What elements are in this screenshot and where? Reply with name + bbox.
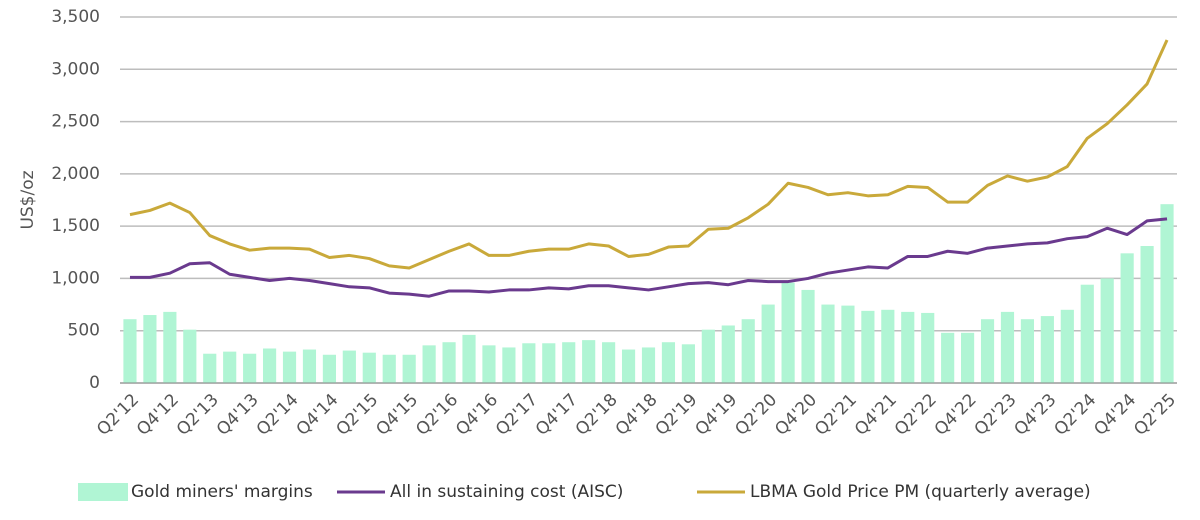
bar bbox=[821, 304, 835, 383]
bar bbox=[681, 344, 695, 383]
y-tick-label: 2,000 bbox=[51, 164, 100, 184]
x-tick-label: Q4'15 bbox=[372, 390, 422, 440]
bar bbox=[1100, 278, 1114, 383]
bar bbox=[1160, 204, 1174, 383]
bar bbox=[282, 351, 297, 383]
bar bbox=[522, 343, 536, 383]
x-tick-label: Q2'17 bbox=[492, 390, 542, 440]
bar bbox=[980, 319, 995, 383]
bar bbox=[1120, 253, 1134, 383]
legend-swatch bbox=[78, 483, 128, 501]
x-tick-label: Q2'13 bbox=[173, 390, 223, 440]
bar bbox=[941, 332, 955, 383]
bar bbox=[961, 332, 975, 383]
y-tick-label: 3,500 bbox=[51, 7, 100, 27]
y-tick-label: 2,500 bbox=[51, 112, 100, 132]
x-tick-label: Q2'20 bbox=[731, 390, 781, 440]
y-tick-label: 500 bbox=[68, 321, 100, 341]
bar bbox=[1060, 309, 1074, 383]
bar bbox=[901, 311, 915, 383]
x-tick-label: Q2'23 bbox=[971, 390, 1021, 440]
bar bbox=[741, 319, 755, 383]
bar bbox=[482, 345, 496, 383]
x-tick-label: Q2'19 bbox=[652, 390, 702, 440]
x-tick-label: Q4'13 bbox=[213, 390, 263, 440]
bar bbox=[721, 325, 735, 383]
bar bbox=[163, 311, 177, 383]
bar bbox=[442, 342, 456, 383]
bar bbox=[1040, 316, 1054, 383]
y-axis-label: US$/oz bbox=[18, 170, 38, 229]
bar bbox=[322, 354, 336, 383]
bar bbox=[422, 345, 436, 383]
bar bbox=[402, 354, 416, 383]
x-tick-label: Q2'21 bbox=[811, 390, 861, 440]
x-tick-label: Q4'23 bbox=[1011, 390, 1061, 440]
bar bbox=[342, 350, 356, 383]
bar bbox=[262, 348, 277, 383]
bar bbox=[362, 352, 376, 383]
bar bbox=[582, 340, 596, 383]
y-tick-label: 0 bbox=[89, 373, 100, 393]
x-tick-label: Q4'12 bbox=[133, 390, 183, 440]
bar bbox=[621, 349, 636, 383]
x-tick-label: Q4'21 bbox=[851, 390, 901, 440]
bar bbox=[462, 334, 476, 383]
y-tick-label: 1,500 bbox=[51, 216, 100, 236]
bar bbox=[602, 342, 616, 383]
bar bbox=[761, 304, 775, 383]
bar bbox=[123, 319, 137, 383]
x-tick-label: Q4'17 bbox=[532, 390, 582, 440]
bar bbox=[302, 349, 317, 383]
y-tick-label: 3,000 bbox=[51, 59, 100, 79]
x-tick-label: Q2'18 bbox=[572, 390, 622, 440]
bar bbox=[1140, 246, 1154, 383]
bar bbox=[183, 329, 197, 383]
bar bbox=[382, 354, 396, 383]
y-tick-label: 1,000 bbox=[51, 268, 100, 288]
bar bbox=[203, 353, 217, 383]
x-tick-label: Q2'12 bbox=[93, 390, 143, 440]
bar bbox=[881, 309, 895, 383]
x-tick-label: Q4'18 bbox=[612, 390, 662, 440]
line bbox=[129, 217, 1168, 298]
x-tick-label: Q4'22 bbox=[931, 390, 981, 440]
bar bbox=[1080, 284, 1094, 383]
x-tick-label: Q4'19 bbox=[691, 390, 741, 440]
bar bbox=[801, 289, 815, 383]
x-tick-label: Q2'16 bbox=[412, 390, 462, 440]
bar bbox=[841, 305, 855, 383]
x-tick-label: Q2'15 bbox=[333, 390, 383, 440]
bar bbox=[661, 342, 676, 383]
bar bbox=[701, 329, 715, 383]
bar bbox=[502, 347, 516, 383]
x-tick-label: Q2'24 bbox=[1050, 390, 1100, 440]
bar bbox=[1020, 319, 1035, 383]
x-tick-label: Q4'16 bbox=[452, 390, 502, 440]
bar bbox=[542, 343, 556, 383]
bar bbox=[781, 282, 795, 383]
legend-label: Gold miners' margins bbox=[131, 482, 313, 502]
x-tick-label: Q4'14 bbox=[293, 390, 343, 440]
legend-label: LBMA Gold Price PM (quarterly average) bbox=[750, 482, 1091, 502]
bar bbox=[921, 312, 935, 383]
bar bbox=[861, 310, 875, 383]
bar bbox=[562, 342, 576, 383]
bar bbox=[223, 351, 237, 383]
bar bbox=[143, 315, 157, 383]
x-tick-label: Q2'14 bbox=[253, 390, 303, 440]
legend-label: All in sustaining cost (AISC) bbox=[390, 482, 623, 502]
bar bbox=[243, 353, 257, 383]
line bbox=[129, 39, 1169, 270]
bar bbox=[1000, 311, 1015, 383]
x-tick-label: Q4'20 bbox=[771, 390, 821, 440]
bar bbox=[641, 347, 656, 383]
x-tick-label: Q4'24 bbox=[1090, 390, 1140, 440]
x-tick-label: Q2'25 bbox=[1130, 390, 1180, 440]
x-tick-label: Q2'22 bbox=[891, 390, 941, 440]
